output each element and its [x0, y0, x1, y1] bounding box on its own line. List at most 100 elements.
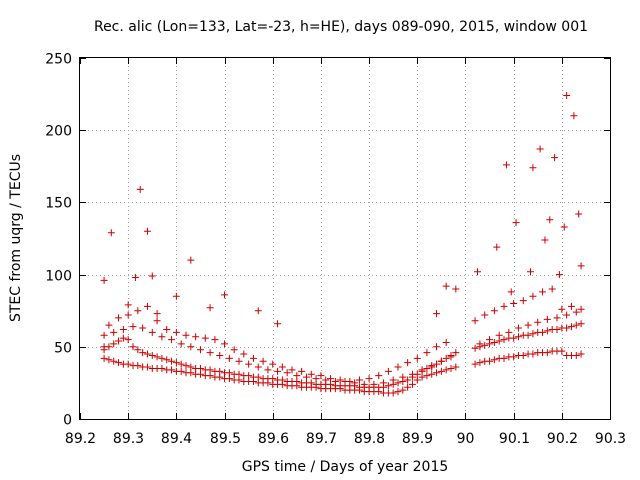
data-point	[278, 363, 286, 371]
data-point	[510, 334, 518, 342]
chart-title: Rec. alic (Lon=133, Lat=-23, h=HE), days…	[94, 19, 588, 35]
data-point	[163, 325, 171, 333]
data-point	[490, 338, 498, 346]
data-point	[269, 360, 277, 368]
data-point	[433, 310, 441, 318]
data-point	[221, 291, 229, 299]
data-point	[394, 388, 402, 396]
data-point	[124, 336, 132, 344]
data-point	[216, 351, 224, 359]
data-point	[577, 350, 585, 358]
data-point	[452, 285, 460, 293]
data-point	[500, 336, 508, 344]
data-point	[543, 327, 551, 335]
data-point	[399, 386, 407, 394]
data-point	[283, 369, 291, 377]
data-point	[105, 356, 113, 364]
data-point	[115, 314, 123, 322]
data-point	[249, 354, 257, 362]
data-point	[327, 375, 335, 383]
data-point	[129, 343, 137, 351]
x-tick-label: 89.5	[210, 431, 241, 447]
data-point	[110, 328, 118, 336]
data-point	[572, 321, 580, 329]
data-point	[182, 331, 190, 339]
data-point	[452, 363, 460, 371]
data-point	[264, 366, 272, 374]
data-point	[278, 376, 286, 384]
data-point	[110, 340, 118, 348]
data-point	[206, 366, 214, 374]
data-point	[543, 349, 551, 357]
data-point	[563, 311, 571, 319]
data-point	[317, 372, 325, 380]
data-point	[269, 375, 277, 383]
data-point	[143, 350, 151, 358]
data-point	[505, 328, 513, 336]
data-point	[442, 338, 450, 346]
x-tick-label: 90.3	[595, 431, 626, 447]
data-point	[298, 367, 306, 375]
data-point	[274, 320, 282, 328]
data-point	[577, 305, 585, 313]
data-point	[408, 370, 416, 378]
data-point	[143, 363, 151, 371]
data-point	[474, 268, 481, 276]
data-point	[254, 307, 262, 315]
data-point	[519, 351, 527, 359]
data-point	[384, 367, 392, 375]
data-point	[500, 302, 508, 310]
data-point	[519, 297, 527, 305]
data-point	[442, 282, 450, 290]
y-tick-labels: 0 50 100 150 200 250	[45, 52, 72, 429]
data-point	[245, 360, 253, 368]
data-point	[336, 376, 344, 384]
data-point	[187, 363, 195, 371]
plot-frame	[79, 57, 611, 420]
data-point	[502, 161, 510, 169]
data-point	[471, 317, 479, 325]
data-point	[447, 364, 455, 372]
data-point	[187, 256, 195, 264]
data-point	[527, 268, 534, 276]
data-point	[394, 363, 402, 371]
data-point	[192, 333, 200, 341]
data-point	[168, 357, 176, 365]
data-point	[553, 325, 561, 333]
data-point	[211, 336, 219, 344]
data-point	[481, 311, 489, 319]
data-point	[148, 272, 156, 280]
data-point	[490, 356, 498, 364]
data-point	[433, 369, 441, 377]
data-point	[119, 334, 127, 342]
data-point	[177, 360, 185, 368]
data-point	[288, 366, 296, 374]
data-point	[143, 227, 151, 235]
data-point	[428, 362, 436, 370]
data-point	[110, 357, 118, 365]
data-point	[177, 340, 185, 348]
data-point	[507, 288, 515, 296]
data-point	[423, 372, 431, 380]
data-point	[172, 328, 180, 336]
data-point	[481, 341, 489, 349]
data-point	[546, 216, 554, 224]
data-point	[370, 380, 378, 388]
x-tick-label: 89.7	[306, 431, 337, 447]
data-point	[143, 302, 151, 310]
data-point	[131, 273, 139, 281]
data-point	[365, 375, 373, 383]
data-point	[129, 323, 137, 331]
data-point	[134, 362, 142, 370]
data-point	[428, 370, 436, 378]
data-point	[510, 299, 518, 307]
data-point	[551, 154, 559, 162]
data-point	[567, 302, 575, 310]
data-point	[196, 364, 204, 372]
data-point	[423, 364, 431, 372]
x-tick-labels: 89.2 89.3 89.4 89.5 89.6 89.7 89.8 89.9 90 90.1 90…	[65, 431, 626, 447]
data-point	[558, 305, 566, 313]
data-point	[548, 285, 556, 293]
data-point	[442, 366, 450, 374]
y-tick-label: 0	[63, 413, 72, 429]
